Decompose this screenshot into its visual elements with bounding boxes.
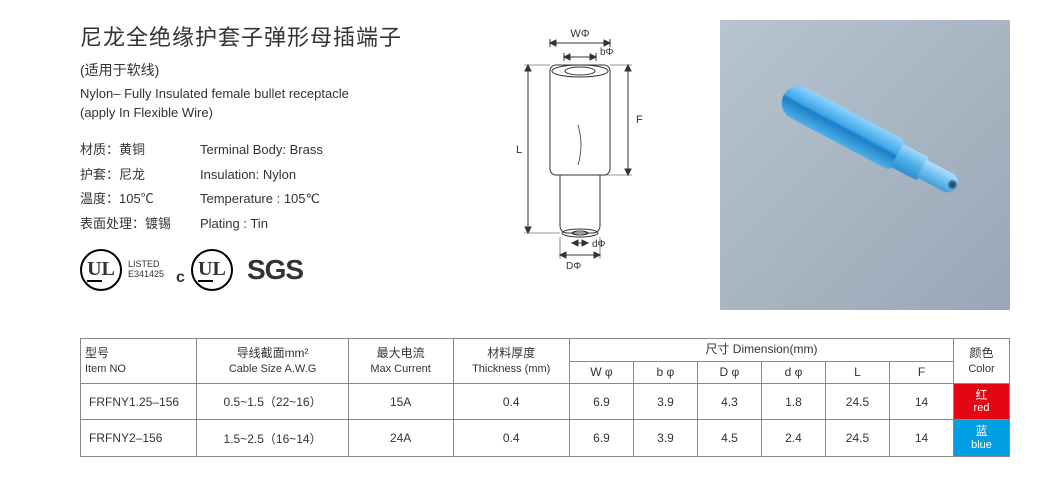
cell-item: FRFNY2–156 bbox=[81, 420, 197, 456]
hdr-dim-col: F bbox=[889, 361, 953, 384]
diagram-label-b: bΦ bbox=[600, 47, 614, 58]
listed-number: E341425 bbox=[128, 270, 164, 280]
hdr-color-zh: 颜色 bbox=[958, 346, 1005, 362]
cell-dimension: 24.5 bbox=[825, 384, 889, 420]
connector-illustration bbox=[767, 64, 976, 220]
cell-cable: 1.5~2.5（16~14） bbox=[197, 420, 348, 456]
cell-color: 红red bbox=[954, 384, 1010, 420]
cell-dimension: 14 bbox=[889, 384, 953, 420]
hdr-dim-en: Dimension(mm) bbox=[733, 342, 818, 356]
photo-background bbox=[720, 20, 1010, 310]
spec-zh: 温度：105℃ bbox=[80, 187, 200, 212]
cell-color: 蓝blue bbox=[954, 420, 1010, 456]
spec-zh: 材质：黄铜 bbox=[80, 138, 200, 163]
color-label-en: red bbox=[958, 402, 1005, 414]
color-label-zh: 红 bbox=[958, 389, 1005, 402]
hdr-dim-col: W φ bbox=[569, 361, 633, 384]
cell-dimension: 14 bbox=[889, 420, 953, 456]
diagram-label-w: WΦ bbox=[570, 28, 589, 40]
color-label-zh: 蓝 bbox=[958, 425, 1005, 438]
cul-prefix: c bbox=[176, 269, 185, 287]
title-en: Nylon– Fully Insulated female bullet rec… bbox=[80, 86, 440, 101]
cell-max-current: 15A bbox=[348, 384, 453, 420]
cell-dimension: 1.8 bbox=[761, 384, 825, 420]
diagram-label-l: L bbox=[516, 144, 522, 156]
top-section: 尼龙全绝缘护套子弹形母插端子 (适用于软线) Nylon– Fully Insu… bbox=[80, 20, 1010, 310]
hdr-cable-en: Cable Size A.W.G bbox=[201, 362, 343, 376]
hdr-color-en: Color bbox=[958, 362, 1005, 376]
hdr-dim-col: L bbox=[825, 361, 889, 384]
hdr-thk-zh: 材料厚度 bbox=[458, 346, 565, 362]
table-row: FRFNY1.25–1560.5~1.5（22~16）15A0.46.93.94… bbox=[81, 384, 1010, 420]
diagram-svg: WΦ bΦ F L DΦ dΦ bbox=[470, 25, 690, 285]
spec-en: Plating : Tin bbox=[200, 212, 440, 237]
cell-max-current: 24A bbox=[348, 420, 453, 456]
info-column: 尼龙全绝缘护套子弹形母插端子 (适用于软线) Nylon– Fully Insu… bbox=[80, 20, 440, 291]
spec-en: Insulation: Nylon bbox=[200, 163, 440, 188]
cell-dimension: 3.9 bbox=[633, 384, 697, 420]
table-body: FRFNY1.25–1560.5~1.5（22~16）15A0.46.93.94… bbox=[81, 384, 1010, 457]
diagram-label-d: dΦ bbox=[592, 239, 606, 250]
cell-thickness: 0.4 bbox=[453, 420, 569, 456]
spec-row: 护套：尼龙 Insulation: Nylon bbox=[80, 163, 440, 188]
spec-row: 温度：105℃ Temperature : 105℃ bbox=[80, 187, 440, 212]
spec-zh: 护套：尼龙 bbox=[80, 163, 200, 188]
cell-dimension: 3.9 bbox=[633, 420, 697, 456]
product-photo bbox=[720, 20, 1010, 310]
diagram-label-f: F bbox=[636, 114, 643, 126]
hdr-dim-col: d φ bbox=[761, 361, 825, 384]
table-row: FRFNY2–1561.5~2.5（16~14）24A0.46.93.94.52… bbox=[81, 420, 1010, 456]
hdr-thk-en: Thickness (mm) bbox=[458, 362, 565, 376]
subtitle-zh: (适用于软线) bbox=[80, 60, 440, 80]
cell-dimension: 4.3 bbox=[697, 384, 761, 420]
hdr-max-en: Max Current bbox=[353, 362, 449, 376]
spec-list: 材质：黄铜 Terminal Body: Brass 护套：尼龙 Insulat… bbox=[80, 138, 440, 237]
spec-table: 型号 Item NO 导线截面mm² Cable Size A.W.G 最大电流… bbox=[80, 338, 1010, 457]
technical-diagram: WΦ bΦ F L DΦ dΦ bbox=[450, 20, 710, 290]
hdr-dim-col: D φ bbox=[697, 361, 761, 384]
hdr-dim-col: b φ bbox=[633, 361, 697, 384]
table-header: 型号 Item NO 导线截面mm² Cable Size A.W.G 最大电流… bbox=[81, 339, 1010, 384]
spec-en: Terminal Body: Brass bbox=[200, 138, 440, 163]
subtitle-en: (apply In Flexible Wire) bbox=[80, 105, 440, 120]
cell-item: FRFNY1.25–156 bbox=[81, 384, 197, 420]
cell-dimension: 4.5 bbox=[697, 420, 761, 456]
cell-dimension: 6.9 bbox=[569, 420, 633, 456]
cell-cable: 0.5~1.5（22~16） bbox=[197, 384, 348, 420]
color-label-en: blue bbox=[958, 439, 1005, 451]
spec-row: 表面处理：镀锡 Plating : Tin bbox=[80, 212, 440, 237]
hdr-cable-zh: 导线截面mm² bbox=[201, 346, 343, 362]
ul-listed-label: LISTED E341425 bbox=[128, 260, 164, 280]
hdr-item-zh: 型号 bbox=[85, 346, 192, 362]
certifications: UL LISTED E341425 c UL SGS bbox=[80, 249, 440, 291]
ul-badge-icon: UL bbox=[80, 249, 122, 291]
cul-badge-icon: UL bbox=[191, 249, 233, 291]
cell-dimension: 6.9 bbox=[569, 384, 633, 420]
spec-row: 材质：黄铜 Terminal Body: Brass bbox=[80, 138, 440, 163]
cell-thickness: 0.4 bbox=[453, 384, 569, 420]
cell-dimension: 24.5 bbox=[825, 420, 889, 456]
spec-zh: 表面处理：镀锡 bbox=[80, 212, 200, 237]
title-zh: 尼龙全绝缘护套子弹形母插端子 bbox=[80, 20, 440, 52]
hdr-dim-zh: 尺寸 bbox=[705, 342, 729, 356]
hdr-item-en: Item NO bbox=[85, 362, 192, 376]
spec-en: Temperature : 105℃ bbox=[200, 187, 440, 212]
hdr-max-zh: 最大电流 bbox=[353, 346, 449, 362]
diagram-label-D: DΦ bbox=[566, 261, 581, 272]
cell-dimension: 2.4 bbox=[761, 420, 825, 456]
sgs-logo: SGS bbox=[247, 254, 303, 286]
